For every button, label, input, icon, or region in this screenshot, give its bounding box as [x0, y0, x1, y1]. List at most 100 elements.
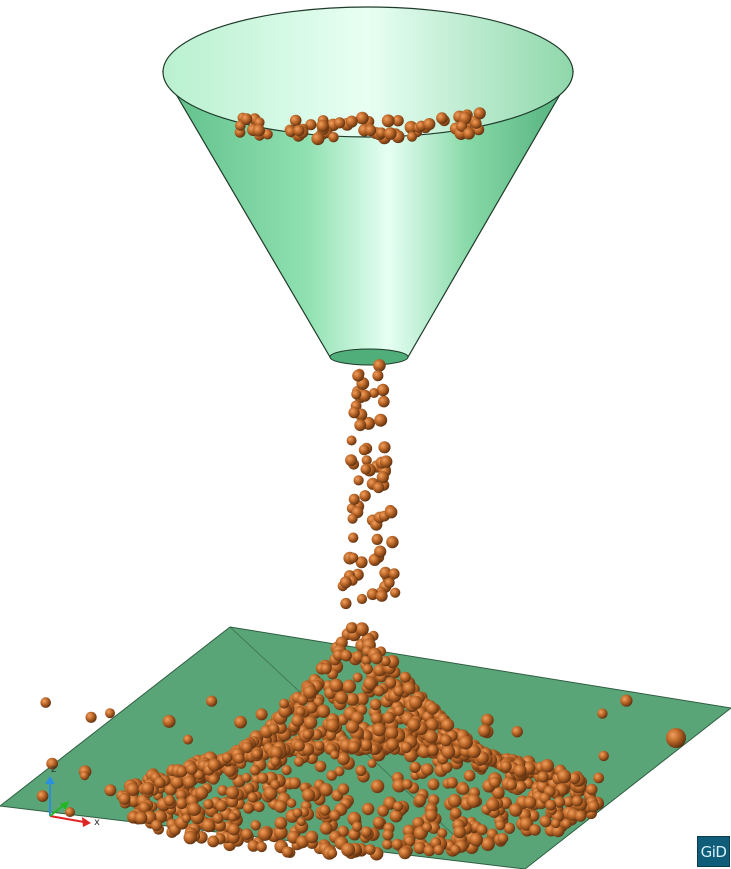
funnel	[163, 7, 573, 365]
heap-particle	[386, 738, 399, 751]
heap-particle	[453, 826, 466, 839]
funnel-particle	[474, 107, 486, 119]
heap-particle	[545, 800, 556, 811]
heap-particle	[495, 820, 505, 830]
funnel-particle	[293, 125, 304, 136]
heap-particle	[377, 805, 389, 817]
heap-particle	[360, 739, 372, 751]
funnel-particle	[471, 118, 482, 129]
stream-particle	[373, 359, 386, 372]
scattered-particle	[183, 735, 193, 745]
stream-particle	[354, 419, 366, 431]
scattered-particle	[37, 790, 49, 802]
funnel-particle	[356, 112, 369, 125]
scattered-particle	[402, 779, 413, 790]
heap-particle	[365, 844, 376, 855]
heap-particle	[422, 822, 432, 832]
heap-particle	[400, 672, 411, 683]
scattered-particle	[425, 809, 438, 822]
heap-particle	[319, 783, 332, 796]
funnel-particle	[241, 113, 253, 125]
heap-particle	[303, 729, 313, 739]
heap-particle	[289, 777, 301, 789]
scattered-particle	[104, 784, 116, 796]
scattered-particle	[500, 761, 511, 772]
funnel-particle	[365, 125, 377, 137]
heap-particle	[164, 795, 175, 806]
heap-particle	[348, 741, 361, 754]
axis-z-label: z	[51, 764, 56, 775]
heap-particle	[294, 757, 304, 767]
stream-particle	[349, 494, 360, 505]
heap-particle	[514, 764, 527, 777]
heap-particle	[450, 807, 461, 818]
heap-particle	[361, 826, 372, 837]
stream-particle	[352, 370, 364, 382]
large-particle	[666, 728, 686, 748]
stream-particle	[347, 436, 357, 446]
stream-particle	[357, 594, 367, 604]
funnel-particle	[436, 112, 448, 124]
heap-particle	[319, 805, 330, 816]
heap-particle	[586, 784, 598, 796]
heap-particle	[186, 763, 197, 774]
heap-particle	[427, 703, 439, 715]
stream-particle	[340, 598, 351, 609]
scattered-particle	[512, 726, 523, 737]
funnel-particle	[382, 114, 395, 127]
funnel-particle	[311, 132, 324, 145]
scattered-particle	[287, 799, 296, 808]
stream-particle	[378, 441, 390, 453]
scattered-particle	[182, 814, 191, 823]
stream-particle	[348, 407, 359, 418]
scattered-particle	[247, 792, 257, 802]
funnel-particle	[346, 116, 358, 128]
gid-logo: GiD	[697, 836, 730, 867]
heap-particle	[274, 800, 287, 813]
heap-particle	[394, 705, 405, 716]
stream-particle	[386, 536, 398, 548]
scattered-particle	[86, 712, 97, 723]
heap-particle	[202, 819, 216, 833]
stream-particle	[351, 389, 361, 399]
stream-particle	[376, 590, 388, 602]
scattered-particle	[270, 780, 280, 790]
heap-particle	[340, 650, 352, 662]
heap-particle	[304, 716, 318, 730]
heap-particle	[372, 723, 386, 737]
funnel-particle	[316, 120, 328, 132]
scattered-particle	[228, 824, 240, 836]
heap-particle	[355, 622, 369, 636]
heap-particle	[371, 780, 385, 794]
heap-particle	[481, 837, 495, 851]
heap-particle	[330, 679, 344, 693]
stream-particle	[348, 514, 358, 524]
heap-particle	[441, 745, 455, 759]
heap-particle	[467, 794, 481, 808]
heap-particle	[401, 742, 412, 753]
heap-particle	[540, 815, 552, 827]
heap-particle	[353, 673, 363, 683]
stream-particle	[345, 454, 357, 466]
scattered-particle	[228, 812, 237, 821]
scattered-particle	[252, 749, 262, 759]
funnel-particle	[334, 117, 345, 128]
heap-particle	[448, 794, 462, 808]
heap-particle	[407, 718, 420, 731]
axis-x-arrow	[82, 817, 91, 827]
heap-particle	[362, 803, 374, 815]
heap-particle	[371, 713, 383, 725]
stream-particle	[374, 414, 387, 427]
heap-particle	[342, 680, 356, 694]
heap-particle	[489, 777, 501, 789]
scattered-particle	[256, 708, 268, 720]
heap-particle	[326, 719, 340, 733]
heap-particle	[414, 794, 426, 806]
heap-particle	[437, 828, 447, 838]
scattered-particle	[593, 773, 604, 784]
heap-particle	[306, 702, 318, 714]
scattered-particle	[163, 715, 176, 728]
scattered-particle	[330, 750, 339, 759]
axis-x	[50, 816, 84, 822]
